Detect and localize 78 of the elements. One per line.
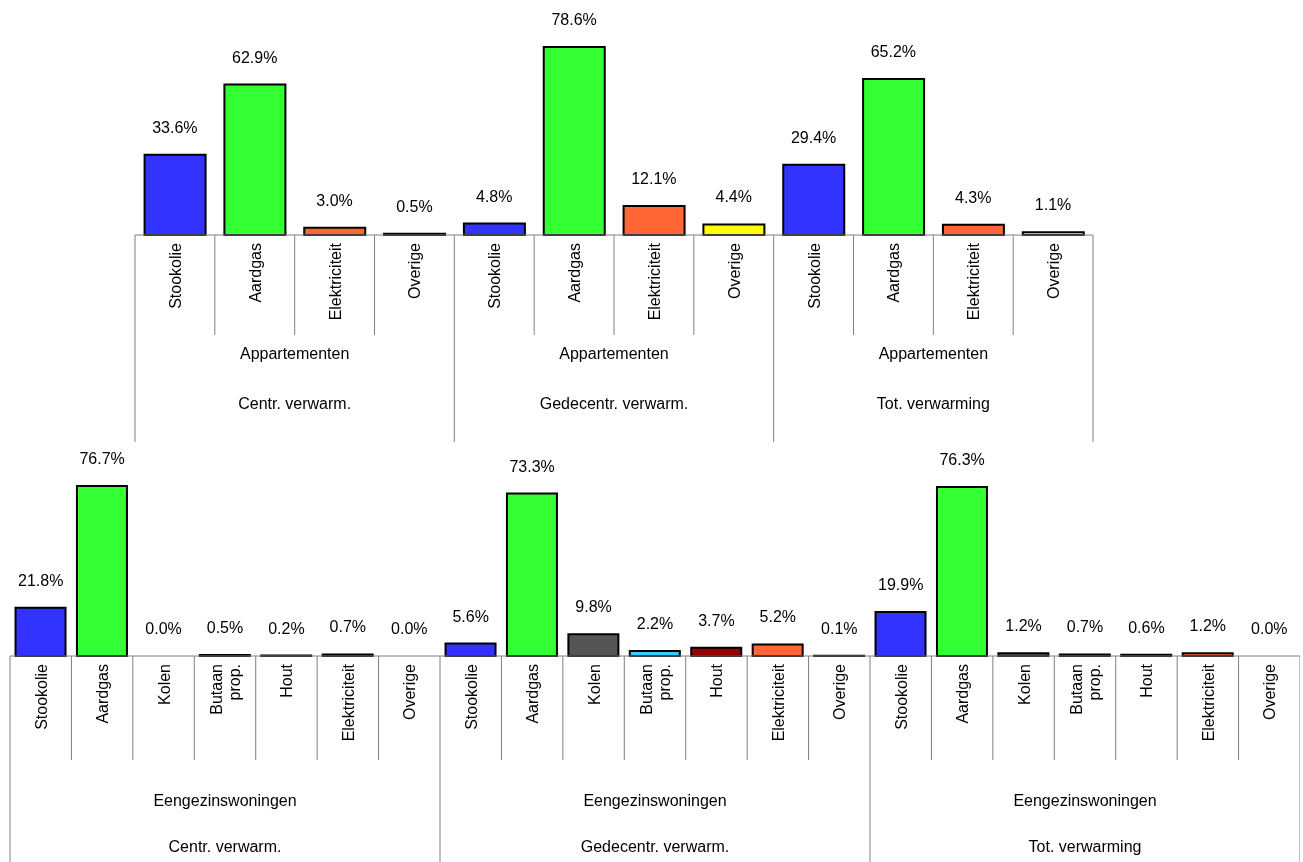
x-tick-label: Stookolie (462, 663, 480, 730)
x-tick-label: Elektriciteit (339, 663, 357, 742)
text: Gedecentr. verwarm. (539, 395, 689, 413)
data-label: 12.1% (631, 170, 677, 188)
text: Appartementen (559, 345, 669, 363)
data-label: 0.7% (329, 618, 367, 636)
x-tick-label: Butaan prop. (638, 664, 673, 715)
text: Eengezinswoningen (583, 792, 727, 810)
x-tick-label: Stookolie (166, 242, 184, 309)
data-label: 2.2% (636, 615, 674, 633)
x-tick-label: Elektriciteit (326, 242, 344, 321)
x-tick-label: Elektriciteit (769, 663, 787, 742)
x-tick-label: Aardgas (524, 664, 542, 724)
data-label: 73.3% (509, 457, 555, 475)
x-tick-label: Stookolie (805, 242, 823, 309)
x-tick-label: Kolen (585, 664, 603, 705)
x-tick-label: Butaan prop. (1068, 664, 1103, 715)
x-tick-label: Hout (278, 663, 296, 698)
x-tick-label: Overige (1045, 242, 1063, 300)
data-label: 76.3% (939, 450, 985, 468)
data-label: 4.8% (476, 187, 513, 205)
data-label: 0.0% (391, 620, 428, 637)
data-label: 0.5% (396, 197, 433, 215)
data-label: 33.6% (152, 118, 198, 136)
data-label: 62.9% (232, 48, 278, 66)
data-label: 0.6% (1128, 618, 1165, 636)
data-label: 21.8% (18, 571, 64, 589)
data-label: 5.2% (759, 608, 797, 626)
x-tick-label: Kolen (1015, 664, 1033, 705)
data-label: 19.9% (878, 575, 924, 593)
data-label: 0.2% (268, 619, 305, 637)
x-tick-label: Stookolie (32, 663, 50, 730)
text: Gedecentr. verwarm. (580, 838, 730, 856)
text: Appartementen (239, 345, 350, 363)
x-tick-label: Overige (831, 663, 849, 721)
x-tick-label: Overige (406, 242, 424, 300)
x-tick-label: Hout (1138, 663, 1156, 698)
x-tick-label: Hout (708, 663, 726, 698)
x-tick-label: Aardgas (246, 243, 264, 303)
data-label: 0.7% (1066, 618, 1104, 636)
data-label: 0.5% (206, 618, 244, 636)
text: Appartementen (878, 345, 989, 363)
x-tick-label: Overige (1261, 663, 1279, 721)
x-tick-label: Aardgas (954, 664, 972, 724)
x-tick-label: Aardgas (566, 243, 584, 303)
x-tick-label: Aardgas (94, 664, 112, 724)
x-tick-label: Elektriciteit (1199, 663, 1217, 742)
text: Tot. verwarming (876, 395, 990, 413)
text: Eengezinswoningen (1013, 792, 1157, 810)
data-label: 0.1% (821, 619, 858, 637)
text: Centr. verwarm. (168, 838, 282, 856)
data-label: 1.2% (1189, 617, 1227, 635)
x-tick-label: Butaan prop. (208, 664, 243, 715)
data-label: 4.3% (955, 188, 992, 206)
data-label: 1.1% (1034, 196, 1072, 214)
text: Eengezinswoningen (153, 792, 297, 810)
data-label: 5.6% (452, 607, 489, 625)
x-tick-label: Elektriciteit (645, 242, 663, 321)
data-label: 3.0% (316, 191, 353, 209)
data-label: 4.4% (715, 188, 752, 206)
data-label: 3.7% (698, 611, 735, 629)
text: Centr. verwarm. (238, 395, 352, 413)
data-label: 78.6% (551, 11, 597, 28)
text: Tot. verwarming (1028, 838, 1142, 856)
x-tick-label: Elektriciteit (965, 242, 983, 321)
data-label: 65.2% (870, 43, 917, 61)
x-tick-label: Overige (401, 663, 419, 721)
data-label: 0.0% (145, 620, 182, 637)
data-label: 1.2% (1005, 617, 1042, 635)
x-tick-label: Stookolie (892, 663, 910, 730)
x-tick-label: Aardgas (885, 243, 903, 303)
data-label: 9.8% (575, 598, 612, 616)
data-label: 76.7% (79, 450, 125, 467)
x-tick-label: Kolen (155, 664, 173, 705)
data-label: 29.4% (790, 128, 837, 146)
data-label: 0.0% (1251, 620, 1288, 637)
x-tick-label: Overige (725, 242, 743, 300)
x-tick-label: Stookolie (486, 242, 504, 309)
